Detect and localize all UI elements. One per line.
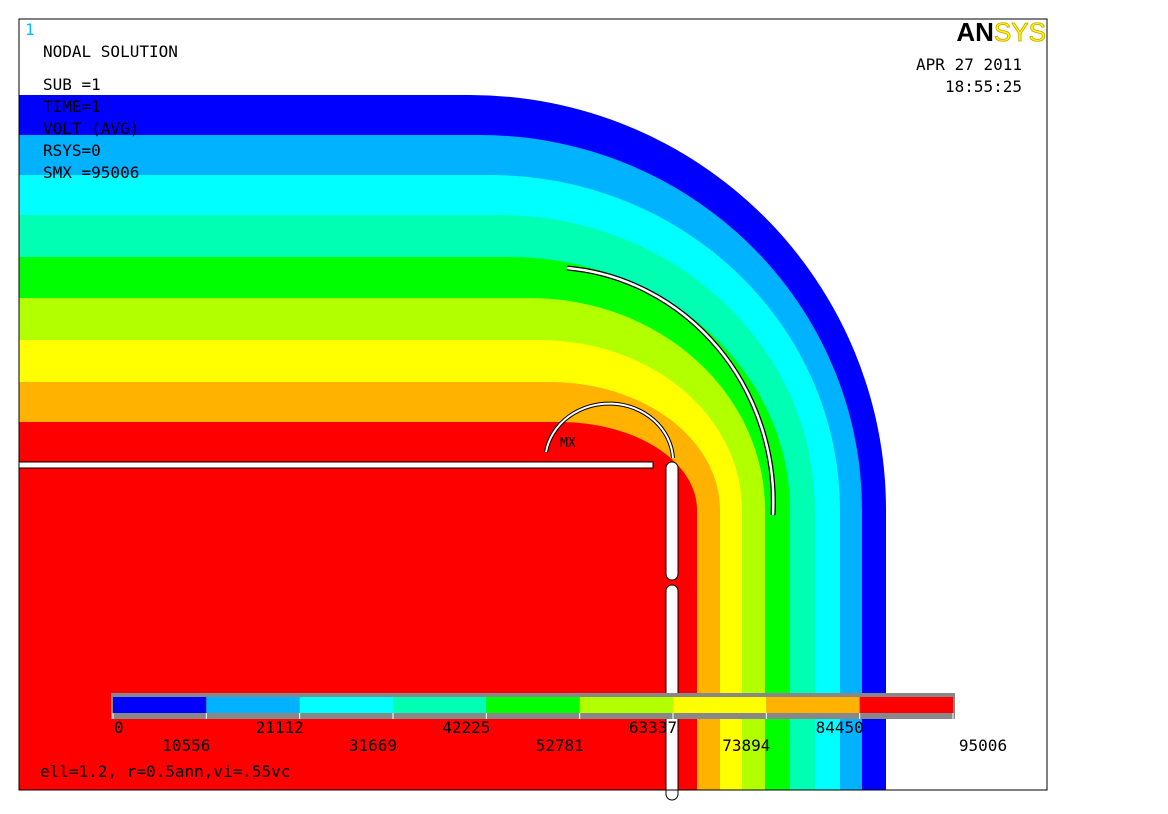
legend-swatch [206,697,300,713]
legend-value: 63337 [629,718,677,737]
slot [18,461,654,469]
legend-value: 31669 [349,736,397,755]
legend-value: 42225 [442,718,490,737]
logo-sys: SYS [994,17,1046,47]
legend-swatch [113,697,207,713]
legend: 0 10556 21112 31669 42225 52781 63337 73894 8445… [111,693,1007,755]
legend-value: 95006 [959,736,1007,755]
date: APR 27 2011 [916,55,1022,74]
legend-swatch [673,697,767,713]
logo-an: AN [956,17,994,47]
inner-arc [545,402,674,459]
caption: ell=1.2, r=0.5ann,vi=.55vc [40,762,290,781]
frame [18,18,1048,791]
slot [665,584,679,801]
legend-value: 73894 [722,736,770,755]
logo: ANSYS [956,17,1046,47]
legend-value: 52781 [536,736,584,755]
max-label: MX [560,436,576,451]
header-line: VOLT (AVG) [43,119,139,138]
header-line: TIME=1 [43,97,101,116]
header-line: RSYS=0 [43,141,101,160]
legend-swatch [766,697,860,713]
legend-swatch [486,697,580,713]
legend-swatch [579,697,673,713]
header-line: SUB =1 [43,75,101,94]
legend-swatch [859,697,953,713]
electrode-arc [566,266,775,516]
legend-swatch [393,697,487,713]
window-number: 1 [25,20,35,39]
legend-value: 21112 [256,718,304,737]
header-line: NODAL SOLUTION [43,42,178,61]
legend-value: 84450 [816,718,864,737]
legend-value: 10556 [162,736,210,755]
header-lines: NODAL SOLUTION SUB =1 TIME=1 VOLT (AVG) RSYS… [43,42,178,182]
legend-value: 0 [114,718,124,737]
legend-swatch [299,697,393,713]
header-line: SMX =95006 [43,163,139,182]
slot [665,461,679,581]
time: 18:55:25 [945,77,1022,96]
